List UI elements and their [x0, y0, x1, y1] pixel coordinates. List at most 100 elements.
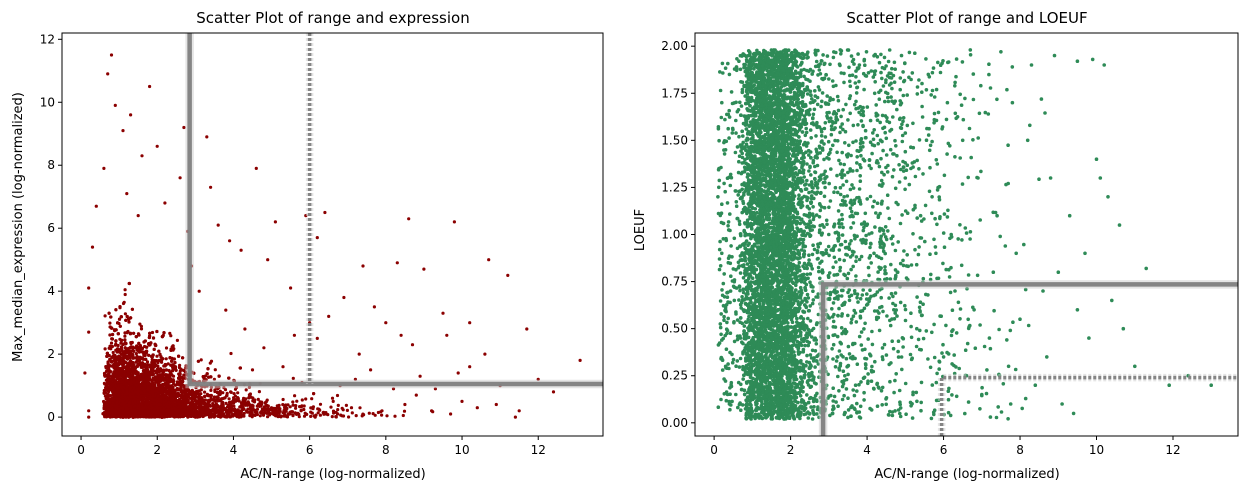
scatter-point — [121, 342, 125, 346]
scatter-point — [123, 312, 127, 316]
scatter-point — [150, 330, 155, 335]
scatter-point — [177, 376, 181, 380]
chart-title: Scatter Plot of range and expression — [196, 9, 469, 27]
scatter-point — [120, 348, 124, 352]
scatter-point — [117, 373, 122, 378]
scatter-point — [171, 344, 175, 348]
scatter-point — [116, 343, 120, 348]
scatter-point — [177, 354, 181, 358]
scatter-point — [145, 345, 149, 349]
scatter-point — [209, 388, 213, 392]
scatter-point — [140, 346, 144, 351]
scatter-point — [157, 349, 161, 353]
scatter-point — [156, 373, 160, 377]
scatter-point — [312, 392, 316, 396]
scatter-point — [185, 395, 190, 399]
scatter-point — [158, 352, 162, 356]
scatter-point — [108, 321, 112, 325]
scatter-point — [110, 344, 114, 349]
scatter-point — [114, 308, 118, 312]
scatter-point — [238, 366, 242, 370]
scatter-point — [179, 367, 183, 371]
scatter-point — [151, 336, 156, 340]
scatter-point — [155, 354, 159, 358]
scatter-point — [108, 333, 112, 337]
scatter-point — [168, 356, 172, 360]
scatter-point — [116, 332, 120, 336]
scatter-point — [173, 366, 177, 370]
scatter-point — [170, 359, 174, 363]
scatter-point — [119, 345, 124, 349]
scatter-point — [138, 322, 142, 326]
scatter-point — [164, 357, 168, 361]
scatter-point — [127, 320, 131, 324]
scatter-point — [152, 347, 156, 351]
scatter-point — [169, 384, 173, 388]
scatter-point — [114, 339, 118, 343]
scatter-point — [145, 349, 149, 353]
scatter-point — [206, 367, 210, 371]
scatter-point — [148, 331, 152, 335]
scatter-point — [118, 350, 122, 354]
scatter-point — [209, 359, 214, 363]
scatter-point — [121, 357, 125, 361]
scatter-point — [115, 350, 119, 354]
scatter-point — [135, 344, 139, 348]
point-group — [83, 53, 582, 419]
scatter-point — [123, 338, 127, 342]
scatter-point — [161, 368, 166, 372]
scatter-point — [172, 347, 176, 351]
scatter-point — [125, 331, 129, 335]
scatter-point — [131, 346, 135, 350]
scatter-point — [169, 363, 173, 367]
scatter-point — [173, 361, 177, 365]
scatter-point — [122, 300, 126, 304]
scatter-point — [147, 335, 151, 340]
scatter-point — [153, 342, 157, 346]
scatter-point — [136, 332, 141, 336]
scatter-point — [119, 315, 123, 319]
scatter-point — [228, 415, 232, 419]
scatter-point — [160, 335, 164, 339]
scatter-point — [137, 350, 141, 354]
scatter-point — [123, 334, 127, 338]
scatter-point — [178, 379, 182, 383]
scatter-point — [128, 349, 132, 353]
scatter-point — [144, 357, 148, 361]
scatter-point — [125, 314, 129, 319]
scatter-point — [181, 376, 185, 381]
scatter-point — [128, 332, 132, 336]
scatter-point — [155, 329, 159, 334]
scatter-point — [217, 374, 221, 378]
scatter-point — [175, 338, 179, 342]
scatter-point — [111, 332, 115, 337]
scatter-point — [116, 321, 120, 325]
scatter-point — [130, 340, 134, 345]
scatter-point — [123, 292, 127, 297]
scatter-point — [134, 360, 138, 364]
scatter-point — [124, 318, 128, 322]
scatter-point — [169, 334, 173, 338]
scatter-point — [114, 328, 118, 332]
scatter-point — [110, 337, 114, 341]
scatter-point — [118, 305, 122, 309]
scatter-point — [205, 372, 209, 376]
scatter-point — [140, 361, 144, 365]
scatter-point — [107, 311, 111, 315]
scatter-point — [229, 351, 233, 356]
scatter-point — [115, 356, 119, 360]
scatter-point — [118, 324, 122, 328]
scatter-point — [105, 351, 109, 355]
scatter-point — [111, 350, 115, 355]
scatter-point — [130, 362, 134, 366]
scatter-point — [125, 351, 129, 355]
scatter-point — [164, 346, 169, 350]
scatter-point — [213, 368, 217, 372]
scatter-point — [227, 376, 231, 380]
scatter-point — [169, 348, 173, 352]
scatter-point — [203, 394, 207, 398]
scatter-point — [106, 360, 110, 364]
scatter-point — [130, 307, 134, 311]
